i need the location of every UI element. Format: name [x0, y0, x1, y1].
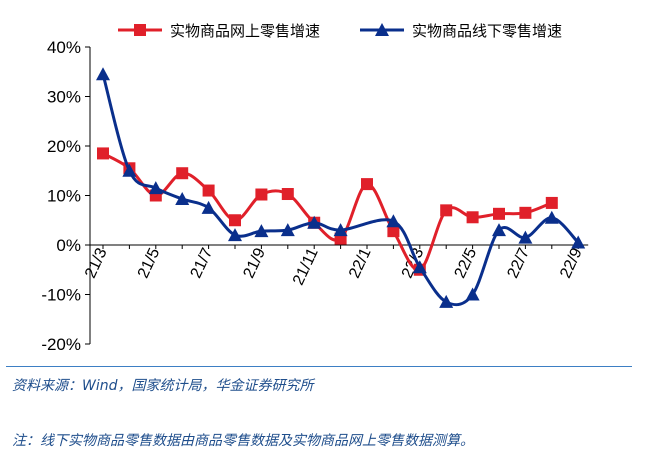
data-point [386, 214, 401, 228]
y-tick-label: -10% [41, 286, 81, 305]
data-point [518, 230, 533, 244]
data-point [228, 228, 242, 242]
x-tick-label: 21/5 [135, 245, 164, 280]
y-tick-label: 30% [47, 88, 81, 107]
data-point [361, 178, 373, 191]
data-point [466, 211, 479, 224]
data-point [229, 214, 241, 227]
x-tick-label: 22/5 [452, 245, 481, 280]
y-tick-labels: 40% 30% 20% 10% 0% -10% -20% [41, 38, 81, 354]
x-tick-labels: 21/3 21/5 21/7 21/9 21/11 22/1 22/3 22/5 22/7 22/… [82, 245, 586, 287]
data-point [281, 188, 294, 201]
data-point [545, 196, 558, 209]
footer-divider [6, 366, 632, 367]
data-point [96, 67, 110, 81]
x-tick-label: 21/7 [188, 245, 217, 280]
source-note: 资料来源：Wind，国家统计局，华金证券研究所 [12, 378, 314, 394]
legend-marker [134, 24, 146, 36]
y-tick-label: -20% [41, 335, 81, 354]
data-point [493, 207, 505, 220]
data-point [387, 225, 400, 238]
y-tick-label: 20% [47, 137, 81, 156]
data-point [412, 260, 427, 274]
data-point [280, 223, 295, 237]
data-point [202, 184, 215, 197]
data-point [571, 235, 586, 249]
series-line [102, 152, 553, 272]
chart: 40% 30% 20% 10% 0% -10% -20% 21/3 21/5 21/7 21/9 2… [41, 22, 589, 354]
data-point [122, 163, 137, 177]
data-point [254, 224, 269, 238]
data-point [176, 167, 189, 180]
series-layer [96, 67, 586, 308]
data-point [175, 191, 190, 205]
y-tick-label: 40% [47, 38, 81, 57]
legend-label: 实物商品线下零售增速 [412, 22, 562, 40]
x-tick-label: 21/9 [240, 245, 269, 280]
x-tick-label: 21/11 [290, 245, 322, 287]
data-point [439, 294, 454, 308]
legend-item: 实物商品网上零售增速 [118, 22, 320, 40]
data-point [333, 223, 348, 237]
data-point [492, 223, 506, 237]
series-1 [97, 147, 558, 276]
legend-marker [375, 23, 389, 36]
data-point [440, 204, 453, 217]
data-point [97, 147, 109, 160]
y-tick-label: 10% [47, 187, 81, 206]
data-point [519, 206, 532, 219]
data-point [201, 200, 216, 214]
footnote: 注：线下实物商品零售数据由商品零售数据及实物商品网上零售数据测算。 [12, 433, 474, 449]
data-point [148, 181, 163, 195]
y-tick-label: 0% [56, 236, 81, 255]
x-tick-label: 22/9 [557, 245, 586, 280]
series-2 [96, 67, 586, 308]
data-point [307, 215, 322, 229]
legend: 实物商品网上零售增速 实物商品线下零售增速 [118, 22, 562, 40]
x-tick-label: 21/3 [82, 245, 111, 280]
data-point [544, 210, 559, 224]
data-point [465, 287, 480, 301]
data-point [255, 188, 268, 201]
legend-label: 实物商品网上零售增速 [170, 22, 320, 40]
x-tick-label: 22/1 [346, 245, 375, 280]
x-tick-label: 22/7 [504, 245, 533, 280]
legend-item: 实物商品线下零售增速 [360, 22, 562, 40]
axes [85, 46, 589, 345]
